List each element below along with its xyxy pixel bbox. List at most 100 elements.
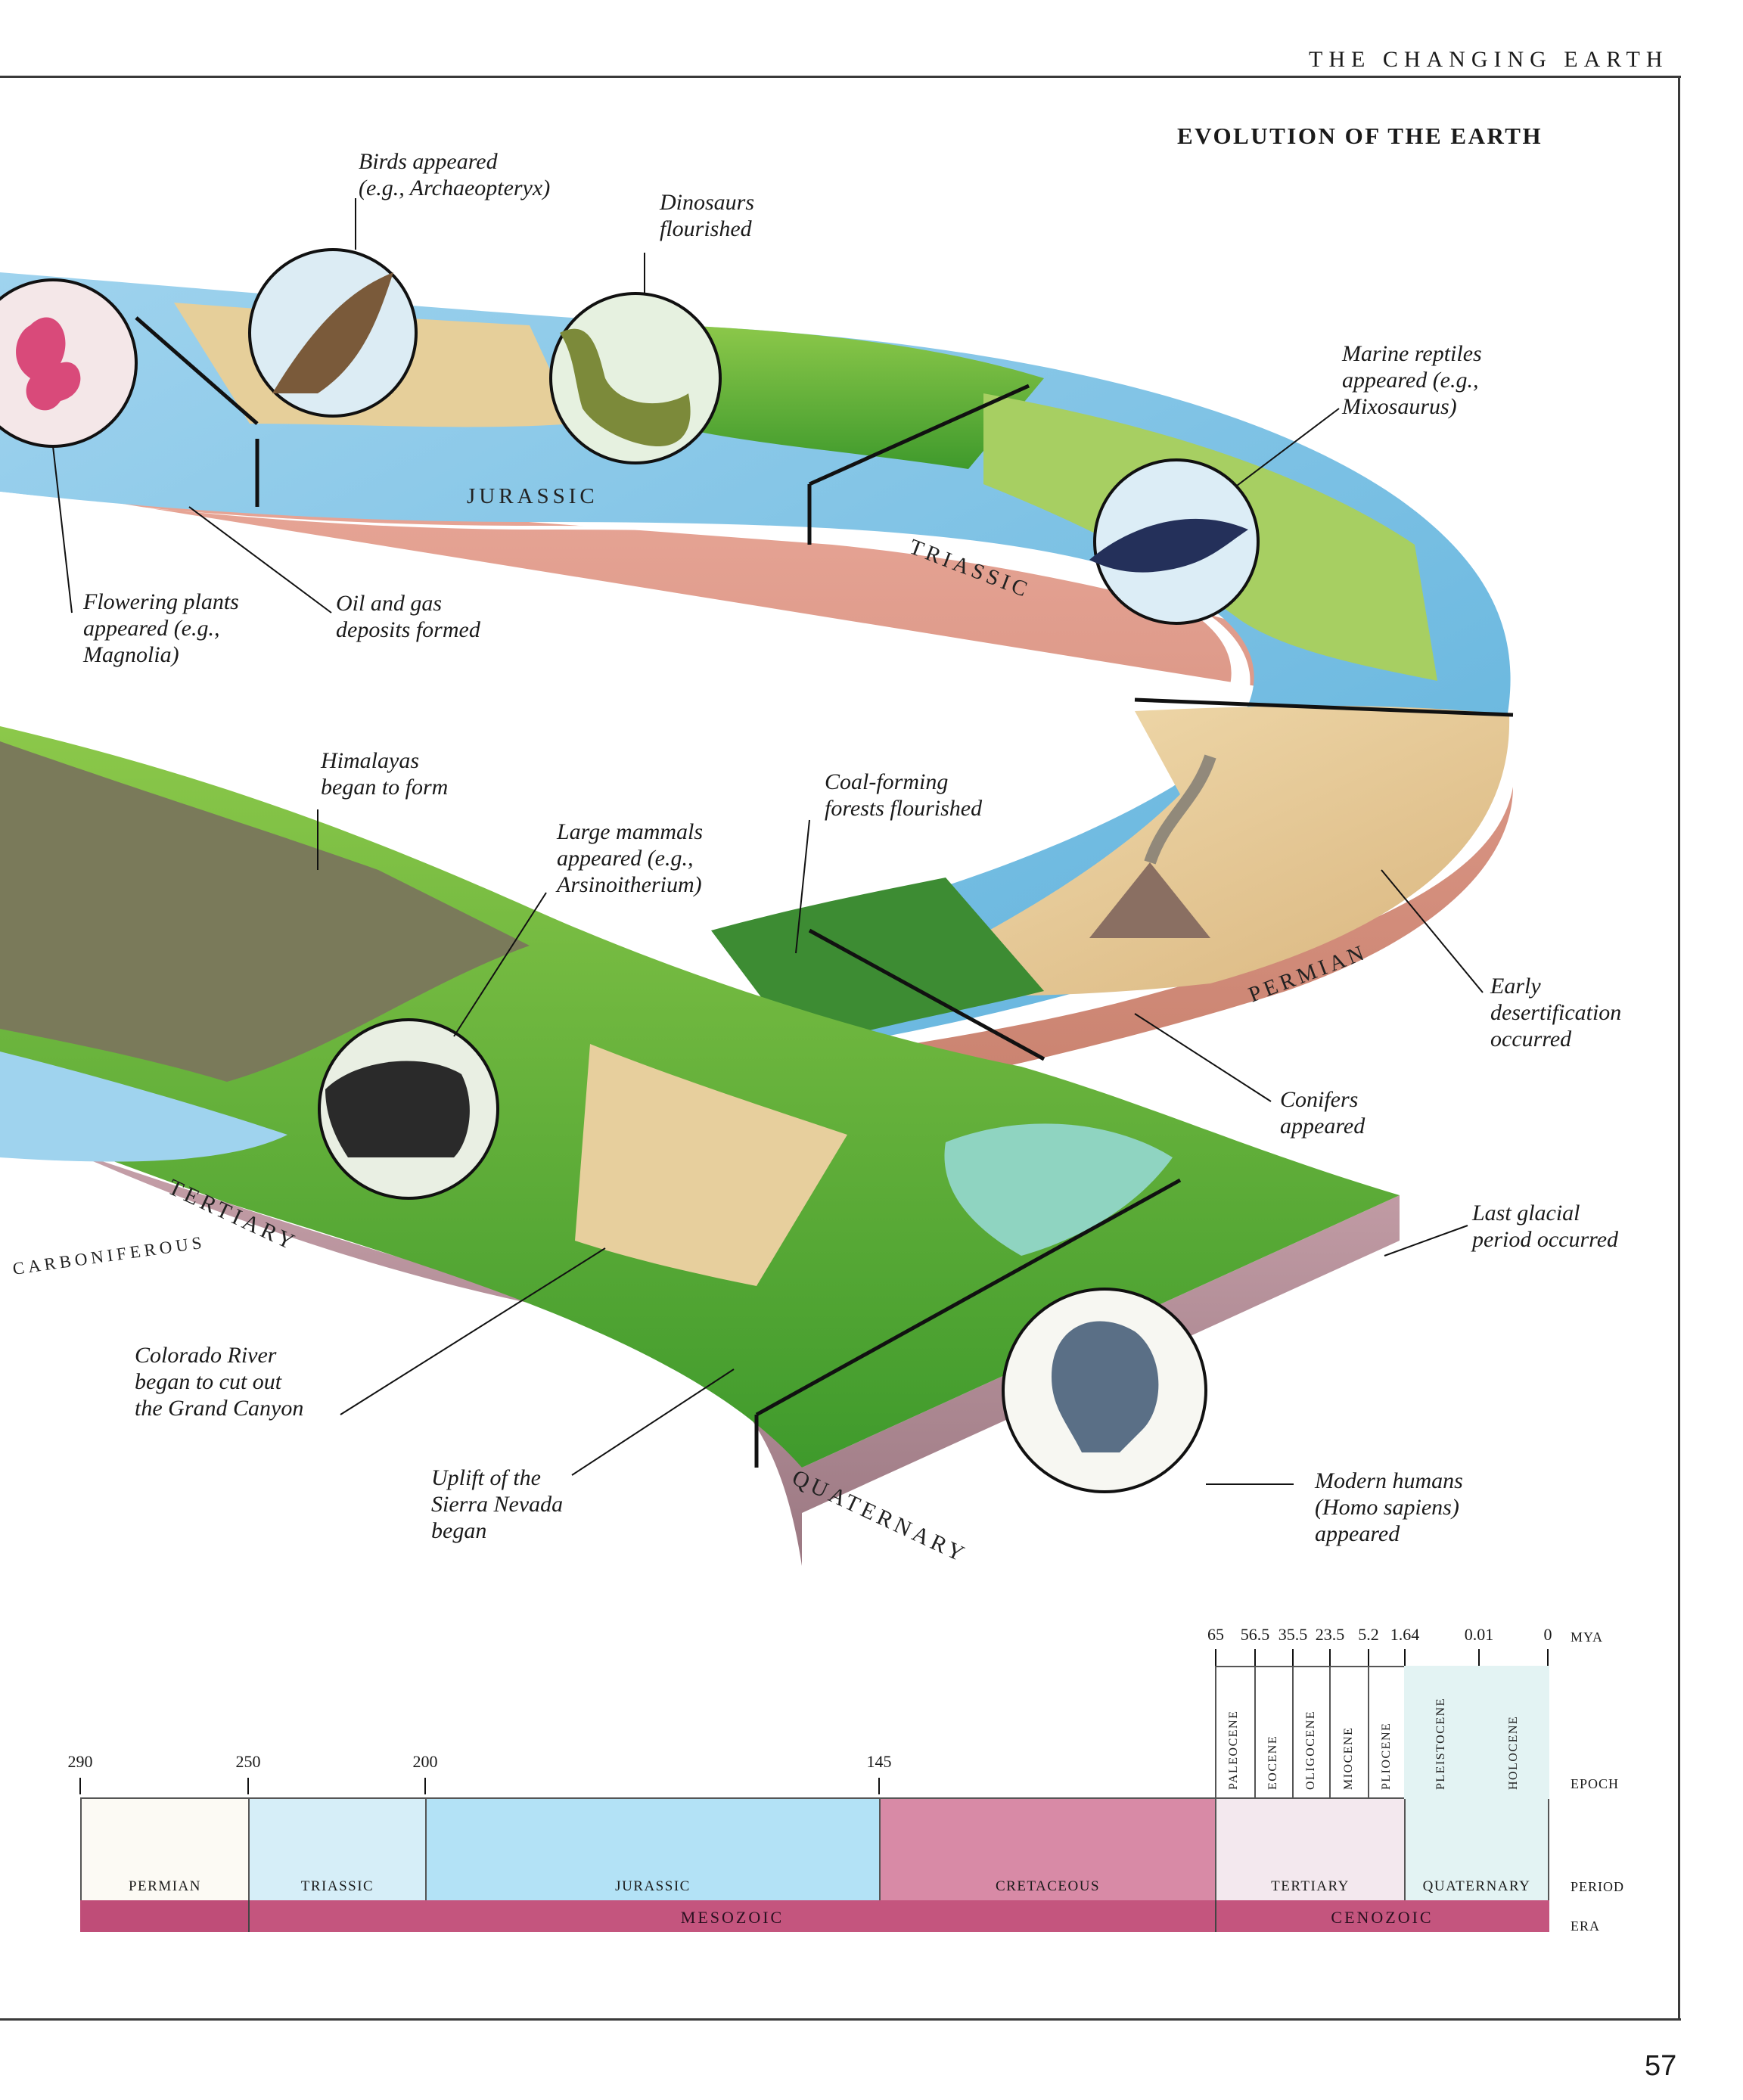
tick-label-23-5: 23.5 [1315,1625,1345,1644]
leader-oil-gas [188,506,332,614]
callout-humans: Modern humans (Homo sapiens) appeared [1315,1468,1463,1546]
quaternary-ocean [944,1123,1173,1256]
callout-flowering-plants: Flowering plants appeared (e.g., Magnoli… [83,589,239,667]
tick-mark-250 [247,1778,249,1794]
callout-conifers: Conifers appeared [1280,1087,1366,1139]
leader-marine-reptiles [1236,408,1340,486]
upper-ring [0,272,1514,1104]
dinosaur-icon [560,328,691,446]
page-frame-right [1678,76,1680,2020]
label-jurassic: JURASSIC [467,484,598,508]
leader-conifers [1134,1013,1272,1102]
tick-label-250: 250 [235,1752,261,1771]
tick-label-1-64: 1.64 [1390,1625,1420,1644]
epoch-col-miocene [1329,1666,1369,1799]
leader-colorado [340,1247,606,1415]
era-bar-mesozoic [248,1900,1216,1932]
unit-epoch: EPOCH [1571,1776,1620,1791]
epoch-label-eocene: EOCENE [1266,1735,1279,1790]
epoch-col-eocene [1254,1666,1294,1799]
tick-mark-65 [1215,1649,1216,1666]
tick-label-5-2: 5.2 [1358,1625,1379,1644]
leader-flowering-plants [52,446,73,614]
leader-coal-forests [795,819,810,954]
boundary-jurassic-cretaceous [135,316,259,425]
grand-canyon [575,1044,847,1286]
callout-large-mammals: Large mammals appeared (e.g., Arsinoithe… [557,819,704,897]
unit-mya: MYA [1571,1629,1604,1645]
tick-mark-0 [1547,1649,1549,1666]
tick-label-0-01: 0.01 [1464,1625,1494,1644]
callout-marine-reptiles: Marine reptiles appeared (e.g., Mixosaur… [1342,341,1482,419]
epoch-col-oligocene [1292,1666,1331,1799]
period-band-quaternary [1404,1797,1549,1902]
volcano-smoke [1144,754,1216,865]
tick-mark-200 [424,1778,426,1794]
tick-mark-145 [878,1778,880,1794]
unit-era: ERA [1571,1918,1600,1934]
tick-mark-290 [79,1778,81,1794]
period-label-cretaceous: CRETACEOUS [995,1878,1101,1894]
arsinoitherium-icon [325,1061,470,1157]
epoch-label-holocene: HOLOCENE [1507,1715,1520,1790]
permian-desert [870,706,1510,996]
tick-mark-56-5 [1254,1649,1256,1666]
tick-label-200: 200 [412,1752,438,1771]
page-number: 57 [1645,2050,1677,2082]
boundary-tertiary-quaternary [755,1178,1182,1417]
page-frame-bottom [0,2018,1681,2021]
jurassic-forest [681,325,1044,469]
leader-large-mammals [453,892,547,1037]
period-label-permian: PERMIAN [128,1878,201,1894]
unit-period: PERIOD [1571,1879,1625,1894]
tick-mark-5-2 [1368,1649,1369,1666]
period-label-jurassic: JURASSIC [615,1878,691,1894]
tick-mark-35-5 [1292,1649,1294,1666]
callout-colorado: Colorado River began to cut out the Gran… [135,1343,304,1421]
geologic-time-illustration: JURASSIC TRIASSIC PERMIAN TERTIARY CARBO… [0,198,1514,1568]
callout-coal-forests: Coal-forming forests flourished [825,769,983,821]
epoch-label-pliocene: PLIOCENE [1380,1722,1393,1790]
skull-icon [1052,1321,1159,1452]
period-band-permian [80,1797,250,1902]
leader-sierra [571,1368,735,1476]
callout-himalayas: Himalayas began to form [321,748,449,800]
era-label-cenozoic: CENOZOIC [1331,1908,1434,1927]
leader-lines [52,198,1484,1485]
epoch-label-paleocene: PALEOCENE [1227,1710,1240,1790]
period-band-cretaceous [879,1797,1216,1902]
era-bar-paleozoic [80,1900,250,1932]
archaeopteryx-icon [272,272,393,393]
page-frame-top [0,76,1681,78]
period-label-quaternary: QUATERNARY [1422,1878,1531,1894]
magnolia-flower-icon [16,317,81,411]
era-label-mesozoic: MESOZOIC [680,1908,785,1927]
epoch-col-holocene [1478,1666,1549,1799]
tertiary-lake [0,1052,287,1162]
epoch-label-pleistocene: PLEISTOCENE [1434,1698,1447,1790]
mixosaurus-icon [1089,518,1248,573]
label-quaternary: QUATERNARY [788,1465,971,1567]
boundary-permian-triassic [1134,697,1514,717]
tick-mark-0-01 [1478,1649,1480,1666]
tick-label-35-5: 35.5 [1278,1625,1308,1644]
callout-birds: Birds appeared (e.g., Archaeopteryx) [359,149,551,200]
epoch-col-paleocene [1215,1666,1256,1799]
tertiary-mountains [0,741,530,1082]
epoch-label-miocene: MIOCENE [1342,1726,1355,1790]
era-bar-cenozoic [1215,1900,1549,1932]
tick-mark-1-64 [1404,1649,1406,1666]
vignettes [0,248,1260,1493]
label-carboniferous: CARBONIFEROUS [11,1232,207,1278]
page-title: EVOLUTION OF THE EARTH [1177,123,1543,149]
period-label-triassic: TRIASSIC [300,1878,374,1894]
callout-dinosaurs: Dinosaurs flourished [660,190,755,241]
epoch-label-oligocene: OLIGOCENE [1304,1710,1317,1790]
tick-label-145: 145 [866,1752,892,1771]
period-label-tertiary: TERTIARY [1271,1878,1350,1894]
running-head: THE CHANGING EARTH [1309,47,1669,72]
boundary-triassic-jurassic [808,384,1030,486]
callout-glacial: Last glacial period occurred [1472,1201,1619,1252]
upper-ring-side [0,484,1513,1104]
boundary-carboniferous-permian [808,928,1045,1061]
